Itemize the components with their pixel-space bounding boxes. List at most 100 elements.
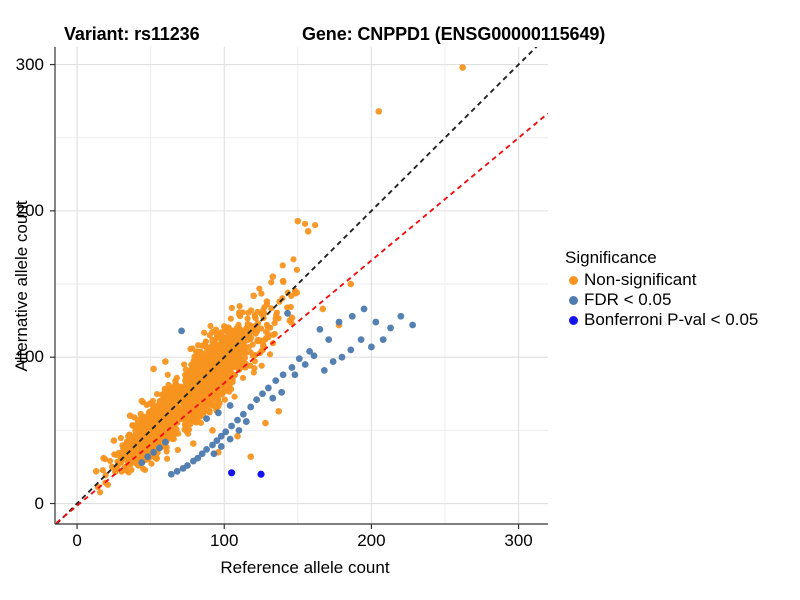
data-point: [201, 329, 208, 336]
data-point: [239, 374, 247, 382]
data-point: [107, 457, 114, 465]
data-point: [284, 309, 291, 317]
data-point: [221, 396, 228, 403]
data-point-outlier: [110, 437, 118, 444]
data-point: [242, 349, 250, 357]
data-point: [301, 361, 309, 368]
data-point: [171, 429, 178, 436]
data-point: [209, 357, 216, 364]
data-point: [250, 352, 257, 359]
data-point-outlier: [213, 334, 221, 342]
legend-dot-icon: [568, 315, 578, 325]
data-point: [114, 458, 121, 465]
data-point: [217, 443, 225, 450]
data-point: [242, 418, 250, 425]
data-point: [227, 469, 236, 477]
data-point-outlier: [92, 468, 100, 475]
data-point-outlier: [262, 419, 269, 427]
data-point: [161, 385, 168, 392]
data-point-outlier: [162, 358, 169, 365]
data-point: [222, 361, 229, 369]
data-point: [189, 345, 196, 352]
major-gridlines: [55, 47, 548, 524]
data-point: [150, 434, 157, 441]
data-point-outlier: [200, 342, 207, 349]
data-point: [99, 467, 106, 474]
data-point: [273, 309, 281, 316]
data-point: [184, 406, 191, 413]
data-point: [140, 465, 147, 472]
data-point: [96, 489, 104, 496]
data-point: [163, 405, 171, 412]
data-point: [181, 421, 188, 428]
data-point: [228, 304, 235, 312]
data-point-outlier: [247, 453, 255, 460]
data-point: [202, 365, 209, 373]
data-point: [211, 395, 218, 402]
data-point: [146, 400, 153, 407]
data-point-outlier: [279, 277, 287, 285]
data-point: [198, 393, 205, 401]
data-point: [150, 448, 157, 456]
legend: Significance Non-significant FDR < 0.05 Bo…: [565, 248, 800, 330]
data-point: [156, 444, 163, 452]
data-point: [189, 457, 197, 465]
reference-lines: [55, 47, 548, 524]
data-point: [144, 453, 152, 461]
y-axis-title: Alternative allele count: [12, 200, 31, 372]
x-axis-tick-label: 0: [72, 531, 82, 550]
legend-item[interactable]: FDR < 0.05: [565, 290, 800, 310]
data-point: [247, 403, 255, 411]
data-point: [141, 422, 148, 429]
data-point: [338, 353, 346, 361]
data-point: [174, 446, 181, 454]
data-point: [260, 341, 267, 348]
data-point: [209, 441, 216, 449]
data-point: [129, 422, 136, 429]
data-point-outlier: [294, 217, 302, 225]
legend-key: [565, 310, 581, 330]
data-point: [231, 393, 238, 400]
data-point-outlier: [238, 327, 246, 335]
legend-item[interactable]: Bonferroni P-val < 0.05: [565, 310, 800, 330]
data-point: [121, 464, 128, 471]
data-point: [293, 266, 301, 273]
data-point: [236, 313, 244, 320]
plot-panel: [55, 47, 548, 524]
data-point: [199, 380, 207, 387]
data-point: [193, 419, 200, 426]
data-point: [226, 402, 234, 409]
data-point-outlier: [100, 454, 107, 462]
data-point: [269, 394, 277, 402]
data-point: [167, 470, 175, 478]
data-point: [229, 333, 236, 340]
points-fdr: [138, 305, 417, 478]
data-point: [138, 459, 146, 466]
data-point: [261, 336, 269, 343]
data-point: [207, 322, 214, 330]
data-point: [372, 318, 380, 326]
data-point: [217, 432, 225, 440]
data-point: [175, 388, 182, 395]
data-point-outlier: [190, 440, 197, 447]
data-point: [325, 336, 333, 344]
data-point: [189, 375, 196, 382]
data-point: [272, 315, 279, 322]
data-point: [234, 416, 241, 424]
data-point-outlier: [126, 412, 134, 420]
data-point: [335, 318, 343, 326]
data-point: [266, 351, 274, 358]
data-point: [168, 418, 176, 425]
data-point: [247, 362, 254, 369]
data-point: [173, 467, 181, 475]
data-point: [158, 391, 165, 398]
data-point: [222, 338, 230, 345]
data-point: [291, 371, 299, 379]
legend-dot-icon: [568, 295, 578, 305]
data-point: [288, 364, 296, 371]
data-point: [235, 426, 243, 434]
gene-title: Gene: CNPPD1 (ENSG00000115649): [302, 24, 606, 44]
legend-item[interactable]: Non-significant: [565, 270, 800, 290]
data-point: [208, 387, 215, 395]
